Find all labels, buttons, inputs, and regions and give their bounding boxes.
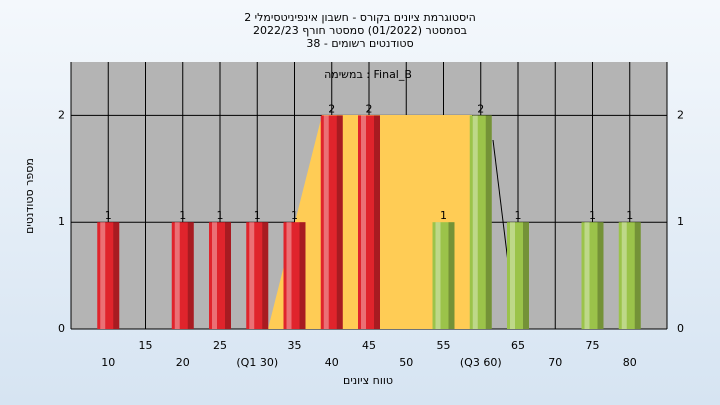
value-label: 1 — [217, 209, 224, 222]
marks — [97, 115, 641, 330]
bar — [97, 222, 120, 329]
bar-shade — [374, 115, 380, 330]
x-tick-label: 45 — [362, 339, 376, 352]
bar-shade — [187, 222, 194, 329]
value-label: 1 — [626, 209, 633, 222]
bar-highlight — [100, 222, 106, 329]
bar-highlight — [510, 222, 515, 329]
x-tick-label: 50 — [399, 356, 413, 369]
bar-highlight — [286, 222, 292, 329]
bar — [618, 222, 641, 329]
bar-shade — [299, 222, 306, 329]
bar-shade — [634, 222, 641, 329]
bar — [507, 222, 529, 329]
value-label: 1 — [440, 209, 447, 222]
bar-shade — [448, 222, 455, 329]
y-tick-label: 2 — [677, 108, 684, 121]
x-tick-label: (Q3 60) — [460, 356, 502, 369]
bar-highlight — [212, 222, 217, 329]
bar-highlight — [584, 222, 590, 329]
chart-title: סטודנטים רשומים - 38 — [306, 37, 413, 50]
y-tick-label: 1 — [677, 215, 684, 228]
value-label: 1 — [589, 209, 596, 222]
value-label: 2 — [366, 102, 373, 115]
bar — [171, 222, 194, 329]
x-tick-label: 20 — [176, 356, 190, 369]
x-tick-label: 35 — [288, 339, 302, 352]
value-label: 1 — [515, 209, 522, 222]
x-axis-label: טווח ציונים — [343, 374, 393, 387]
bar — [581, 222, 604, 329]
bar-highlight — [361, 115, 366, 330]
value-label: 1 — [105, 209, 112, 222]
bar-shade — [225, 222, 231, 329]
bar — [432, 222, 455, 329]
trend-line — [492, 139, 509, 263]
y-tick-label: 2 — [58, 108, 65, 121]
x-tick-label: 65 — [511, 339, 525, 352]
bar-highlight — [621, 222, 627, 329]
x-tick-label: (Q1 30) — [236, 356, 278, 369]
x-tick-label: 40 — [325, 356, 339, 369]
y-tick-label: 0 — [677, 322, 684, 335]
bar-highlight — [435, 222, 441, 329]
bar-shade — [523, 222, 529, 329]
value-label: 1 — [254, 209, 261, 222]
y-tick-label: 1 — [58, 215, 65, 228]
bar-shade — [485, 115, 492, 330]
x-tick-label: 70 — [548, 356, 562, 369]
value-label: 1 — [291, 209, 298, 222]
value-label: 2 — [477, 102, 484, 115]
x-tick-label: 10 — [101, 356, 115, 369]
bar-highlight — [174, 222, 180, 329]
value-label: 1 — [179, 209, 186, 222]
bar-shade — [113, 222, 120, 329]
bar-highlight — [323, 115, 329, 330]
y-tick-label: 0 — [58, 322, 65, 335]
value-label: 2 — [328, 102, 335, 115]
x-tick-label: 15 — [139, 339, 153, 352]
x-tick-label: 80 — [623, 356, 637, 369]
bar — [246, 222, 269, 329]
x-tick-label: 75 — [586, 339, 600, 352]
bar — [358, 115, 380, 330]
bar — [469, 115, 492, 330]
y-axis-label: מספר סטודנטים — [23, 158, 36, 234]
bar-highlight — [472, 115, 478, 330]
chart-title: היסטוגרמת ציונים בקורס - חשבון אינפיניטס… — [244, 11, 476, 24]
bar-shade — [597, 222, 604, 329]
bar-shade — [336, 115, 343, 330]
bar-highlight — [249, 222, 255, 329]
chart-title: בסמסטר (01/2022) סמסטר חורף 2022/23 — [253, 24, 467, 37]
bar — [283, 222, 306, 329]
bar — [209, 222, 231, 329]
bar — [320, 115, 343, 330]
x-tick-label: 25 — [213, 339, 227, 352]
x-tick-label: 55 — [437, 339, 451, 352]
bar-shade — [262, 222, 269, 329]
chart-subtitle: במשימה : Final_B — [324, 68, 412, 81]
